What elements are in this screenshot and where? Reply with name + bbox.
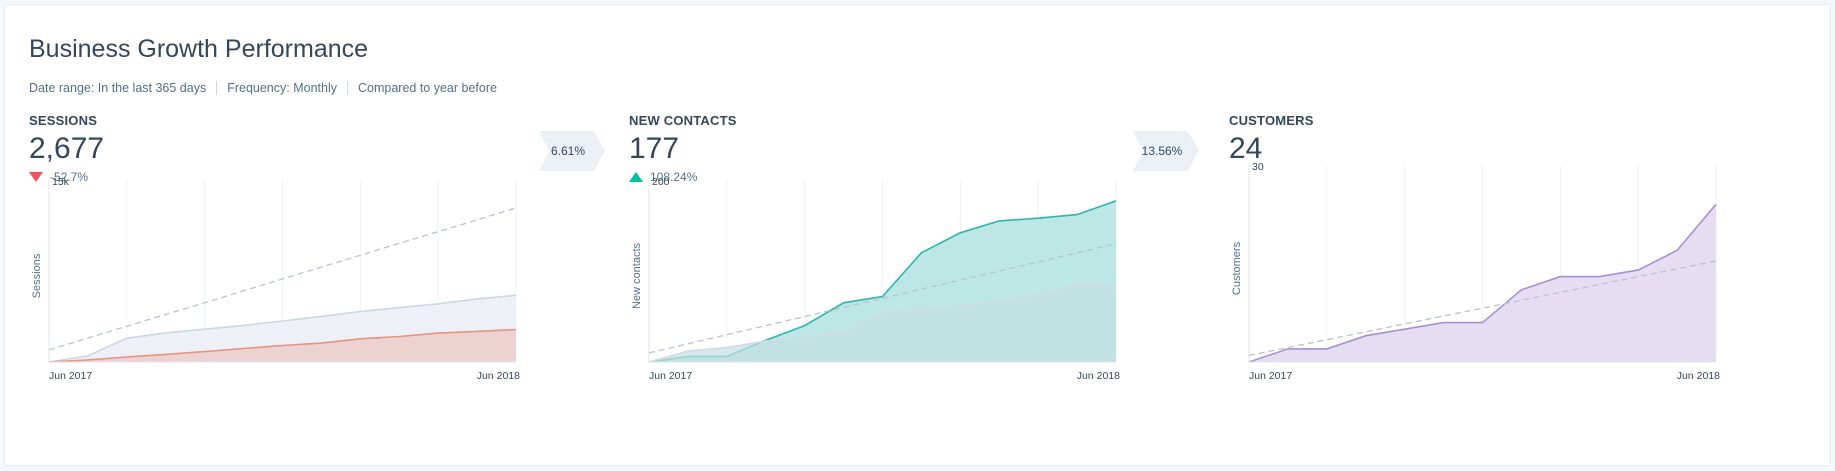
contacts-panel: NEW CONTACTS 177 108.24% 200 New contacts… bbox=[629, 110, 1229, 460]
sessions-change: -52.7% bbox=[29, 170, 88, 184]
prior-year-series bbox=[648, 283, 1116, 363]
sessions-panel: SESSIONS 2,677 -52.7% 15k Sessions Jun 201… bbox=[29, 110, 629, 460]
customers-panel: CUSTOMERS 24 30 Customers Jun 2017 Jun 2018 bbox=[1229, 110, 1829, 460]
filter-frequency[interactable]: Frequency: Monthly bbox=[227, 81, 337, 95]
report-filters: Date range: In the last 365 days Frequen… bbox=[29, 81, 497, 95]
sessions-series bbox=[48, 328, 517, 363]
x-tick-label: Jun 2017 bbox=[49, 370, 92, 382]
filter-date-range[interactable]: Date range: In the last 365 days bbox=[29, 81, 207, 95]
contacts-chart: 200 New contacts Jun 2017 Jun 2018 bbox=[631, 176, 1120, 382]
customers-series bbox=[1248, 203, 1717, 363]
sessions-label: SESSIONS bbox=[29, 113, 98, 128]
customers-series-area bbox=[1249, 204, 1716, 362]
x-tick-label: Jun 2017 bbox=[649, 370, 692, 382]
report-title: Business Growth Performance bbox=[29, 35, 369, 63]
x-tick-label: Jun 2018 bbox=[1677, 370, 1720, 382]
contacts-change-value: 108.24% bbox=[650, 170, 698, 184]
filter-separator bbox=[346, 81, 348, 95]
y-tick-label: 30 bbox=[1252, 161, 1264, 173]
contacts-value: 177 bbox=[629, 132, 680, 165]
contacts-label: NEW CONTACTS bbox=[629, 113, 737, 128]
filter-separator bbox=[216, 81, 218, 95]
sessions-to-contacts-rate: 6.61% bbox=[539, 131, 605, 171]
y-tick-label: 15k bbox=[52, 176, 70, 188]
report-card: Business Growth Performance Date range: … bbox=[4, 4, 1831, 466]
arrow-up-icon bbox=[629, 172, 643, 182]
sessions-chart: 15k Sessions Jun 2017 Jun 2018 bbox=[31, 176, 520, 382]
y-axis-label: Customers bbox=[1231, 241, 1243, 295]
chevron-badge-icon bbox=[539, 131, 605, 171]
trend-line bbox=[48, 207, 517, 351]
prior-year-series bbox=[48, 294, 517, 363]
x-tick-label: Jun 2018 bbox=[1077, 370, 1120, 382]
contacts-to-customers-rate: 13.56% bbox=[1133, 131, 1199, 171]
sessions-rate-value: 6.61% bbox=[550, 144, 586, 158]
y-axis-label: Sessions bbox=[31, 253, 43, 298]
contacts-change: 108.24% bbox=[629, 170, 697, 184]
contacts-rate-value: 13.56% bbox=[1141, 144, 1183, 158]
prior-year-series-area bbox=[649, 284, 1116, 362]
y-axis-label: New contacts bbox=[631, 242, 643, 309]
sessions-value: 2,677 bbox=[29, 132, 105, 165]
arrow-down-icon bbox=[29, 172, 43, 182]
customers-label: CUSTOMERS bbox=[1229, 113, 1314, 128]
customers-chart: 30 Customers Jun 2017 Jun 2018 bbox=[1231, 161, 1720, 382]
filter-comparison[interactable]: Compared to year before bbox=[357, 81, 497, 95]
sessions-change-value: -52.7% bbox=[50, 170, 89, 184]
x-tick-label: Jun 2018 bbox=[477, 370, 520, 382]
customers-value: 24 bbox=[1229, 132, 1263, 165]
x-tick-label: Jun 2017 bbox=[1249, 370, 1292, 382]
y-tick-label: 200 bbox=[652, 176, 670, 188]
chevron-badge-icon bbox=[1133, 131, 1199, 171]
